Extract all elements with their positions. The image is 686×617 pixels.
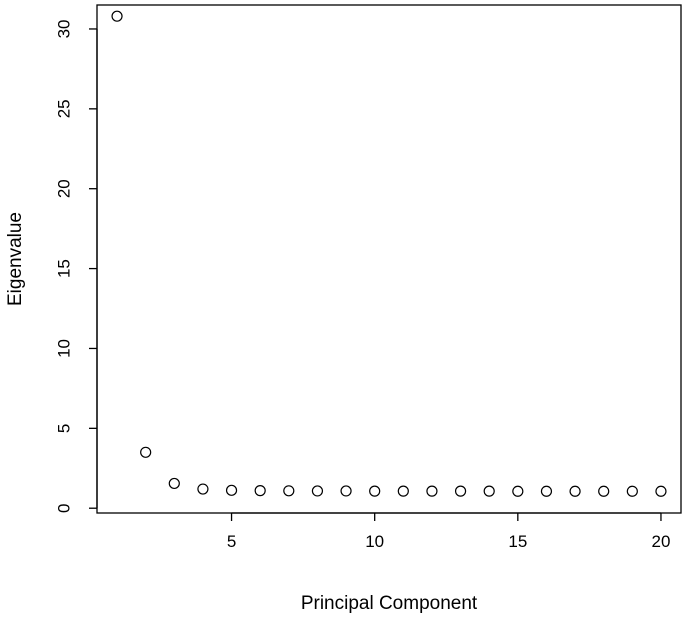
data-point	[512, 485, 524, 497]
x-axis-label: Principal Component	[301, 593, 478, 614]
data-point	[369, 485, 381, 497]
x-axis: 5 10 15 20	[227, 512, 670, 551]
x-tick-label: 5	[227, 532, 236, 551]
x-tick-label: 10	[365, 532, 384, 551]
data-point	[540, 485, 553, 497]
data-point	[569, 485, 581, 497]
y-tick-label: 10	[54, 339, 73, 358]
y-axis-label: Eigenvalue	[5, 212, 26, 306]
data-point	[626, 485, 638, 497]
data-point	[655, 485, 667, 497]
y-axis: 0 5 10 15 20 25 30	[54, 20, 98, 513]
data-point	[140, 446, 152, 458]
y-tick-label: 30	[54, 20, 73, 39]
data-point	[340, 485, 352, 497]
y-tick-label: 5	[54, 424, 73, 433]
data-point	[397, 485, 409, 497]
data-point	[598, 485, 610, 497]
plot-frame	[96, 4, 682, 514]
data-point	[197, 483, 209, 495]
x-tick-label: 20	[651, 532, 670, 551]
y-tick-label: 0	[54, 503, 73, 512]
y-tick-label: 20	[54, 179, 73, 198]
data-point	[283, 485, 295, 497]
data-point	[483, 485, 495, 497]
y-tick-label: 15	[54, 259, 73, 278]
x-tick-label: 15	[508, 532, 527, 551]
data-point	[111, 10, 123, 22]
data-point	[454, 485, 467, 497]
data-point	[168, 477, 180, 490]
data-points	[111, 10, 667, 497]
y-tick-label: 25	[54, 99, 73, 118]
data-point	[426, 485, 438, 497]
data-point	[311, 485, 324, 497]
data-point	[225, 484, 238, 496]
data-point	[254, 485, 266, 497]
